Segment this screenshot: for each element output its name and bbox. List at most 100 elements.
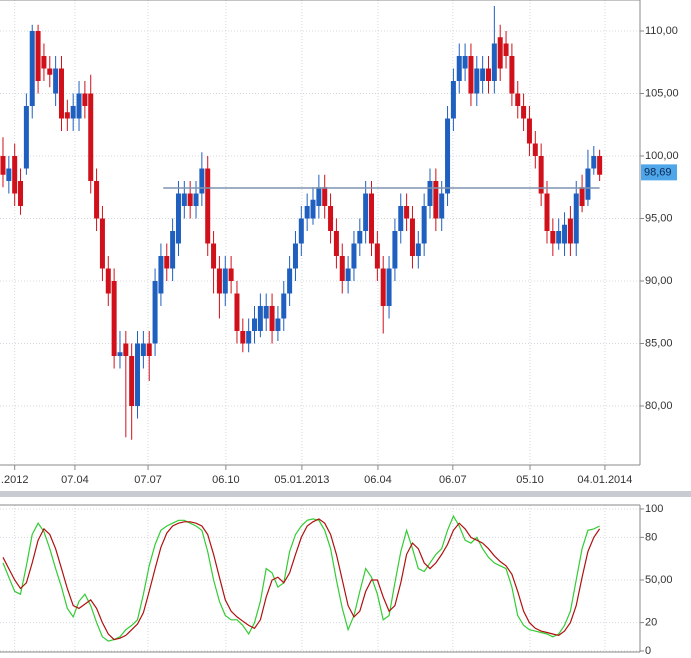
candle-body [35,31,41,81]
x-tick-label: 06.07 [439,474,467,486]
candle-body [41,56,47,69]
oscillator-line [2,518,601,641]
candle-body [129,356,135,406]
candle-body [64,112,70,119]
candle-body [573,193,579,244]
candle-body [146,343,152,356]
candle-body [567,218,573,244]
candle-body [117,352,123,356]
candle-body [439,193,445,219]
candle-body [222,268,228,294]
candle-body [135,343,141,406]
candle-body [339,256,345,281]
candle-body [170,231,176,269]
candle-body [445,118,451,194]
candle-body [345,268,351,281]
candle-body [12,156,18,194]
candle-body [474,68,480,94]
price-panel: 80,00 85,00 90,00 95,00 100,00 105,00 110,00 .2… [0,0,679,486]
candle-body [298,218,304,244]
candle-body [351,243,357,269]
x-tick-label: .2012 [1,474,29,486]
candle-body [205,168,211,244]
candle-body [374,243,380,269]
y-tick-label: 90,00 [645,275,673,287]
y-tick-label: 105,00 [645,87,679,99]
candle-body [544,193,550,231]
candle-body [105,268,111,294]
candle-body [392,231,398,269]
candle-body [76,93,82,119]
candle-body [369,193,375,244]
candle-body [503,43,509,56]
candle-body [515,93,521,106]
candle-body [187,193,193,206]
price-tag-label: 98,69 [644,166,672,178]
candle-body [333,231,339,256]
candle-body [316,187,322,206]
y-tick-label: 95,00 [645,212,673,224]
candle-body [70,106,76,119]
candle-body [275,318,281,331]
x-tick-label: 06.10 [212,474,240,486]
candle-body [23,106,29,169]
candle-body [281,293,287,319]
candle-body [263,306,269,319]
candle-body [468,56,474,94]
y-tick-label: 20 [645,617,657,629]
candle-body [509,56,515,94]
candle-body [47,68,53,75]
candle-body [6,168,12,181]
candle-body [497,37,503,69]
candle-body [140,343,146,356]
candle-body [415,243,421,256]
candle-body [257,306,263,331]
candle-body [579,187,585,206]
candle-body [591,156,597,169]
candle-body [491,43,497,81]
candle-body [532,143,538,156]
candle-body [216,268,222,294]
x-tick-label: 07.07 [134,474,162,486]
x-tick-label: 04.01.2014 [577,474,632,486]
candle-body [234,293,240,331]
oscillator-panel: 0 20 50,00 80 100 [0,503,673,657]
candle-body [58,68,64,119]
candle-body [328,206,334,231]
y-tick-label: 100 [645,503,663,515]
candle-body [556,231,562,244]
candle-body [597,156,603,175]
price-tag [641,164,677,181]
y-tick-label: 80,00 [645,400,673,412]
candle-body [386,268,392,306]
candle-body [158,256,164,294]
candle-body [433,181,439,219]
candle-body [228,268,234,281]
candle-body [480,68,486,81]
candle-body [123,343,129,356]
candle-body [82,93,88,106]
panel-separator [0,491,691,497]
candle-body [562,224,568,244]
candle-body [363,193,369,231]
candle-body [53,68,59,94]
candle-body [404,206,410,219]
x-tick-label: 05.10 [516,474,544,486]
candle-body [585,168,591,200]
y-tick-label: 0 [645,645,651,657]
candle-body [269,306,275,331]
candle-body [538,156,544,194]
candle-body [181,193,187,206]
candle-body [485,68,491,81]
candle-body [427,181,433,206]
candle-body [456,56,462,81]
candle-body [550,231,556,244]
candle-body [88,93,94,181]
candle-body [292,243,298,269]
candle-body [304,206,310,219]
x-tick-label: 05.01.2013 [274,474,329,486]
candle-body [240,331,246,344]
candle-body [252,318,258,331]
